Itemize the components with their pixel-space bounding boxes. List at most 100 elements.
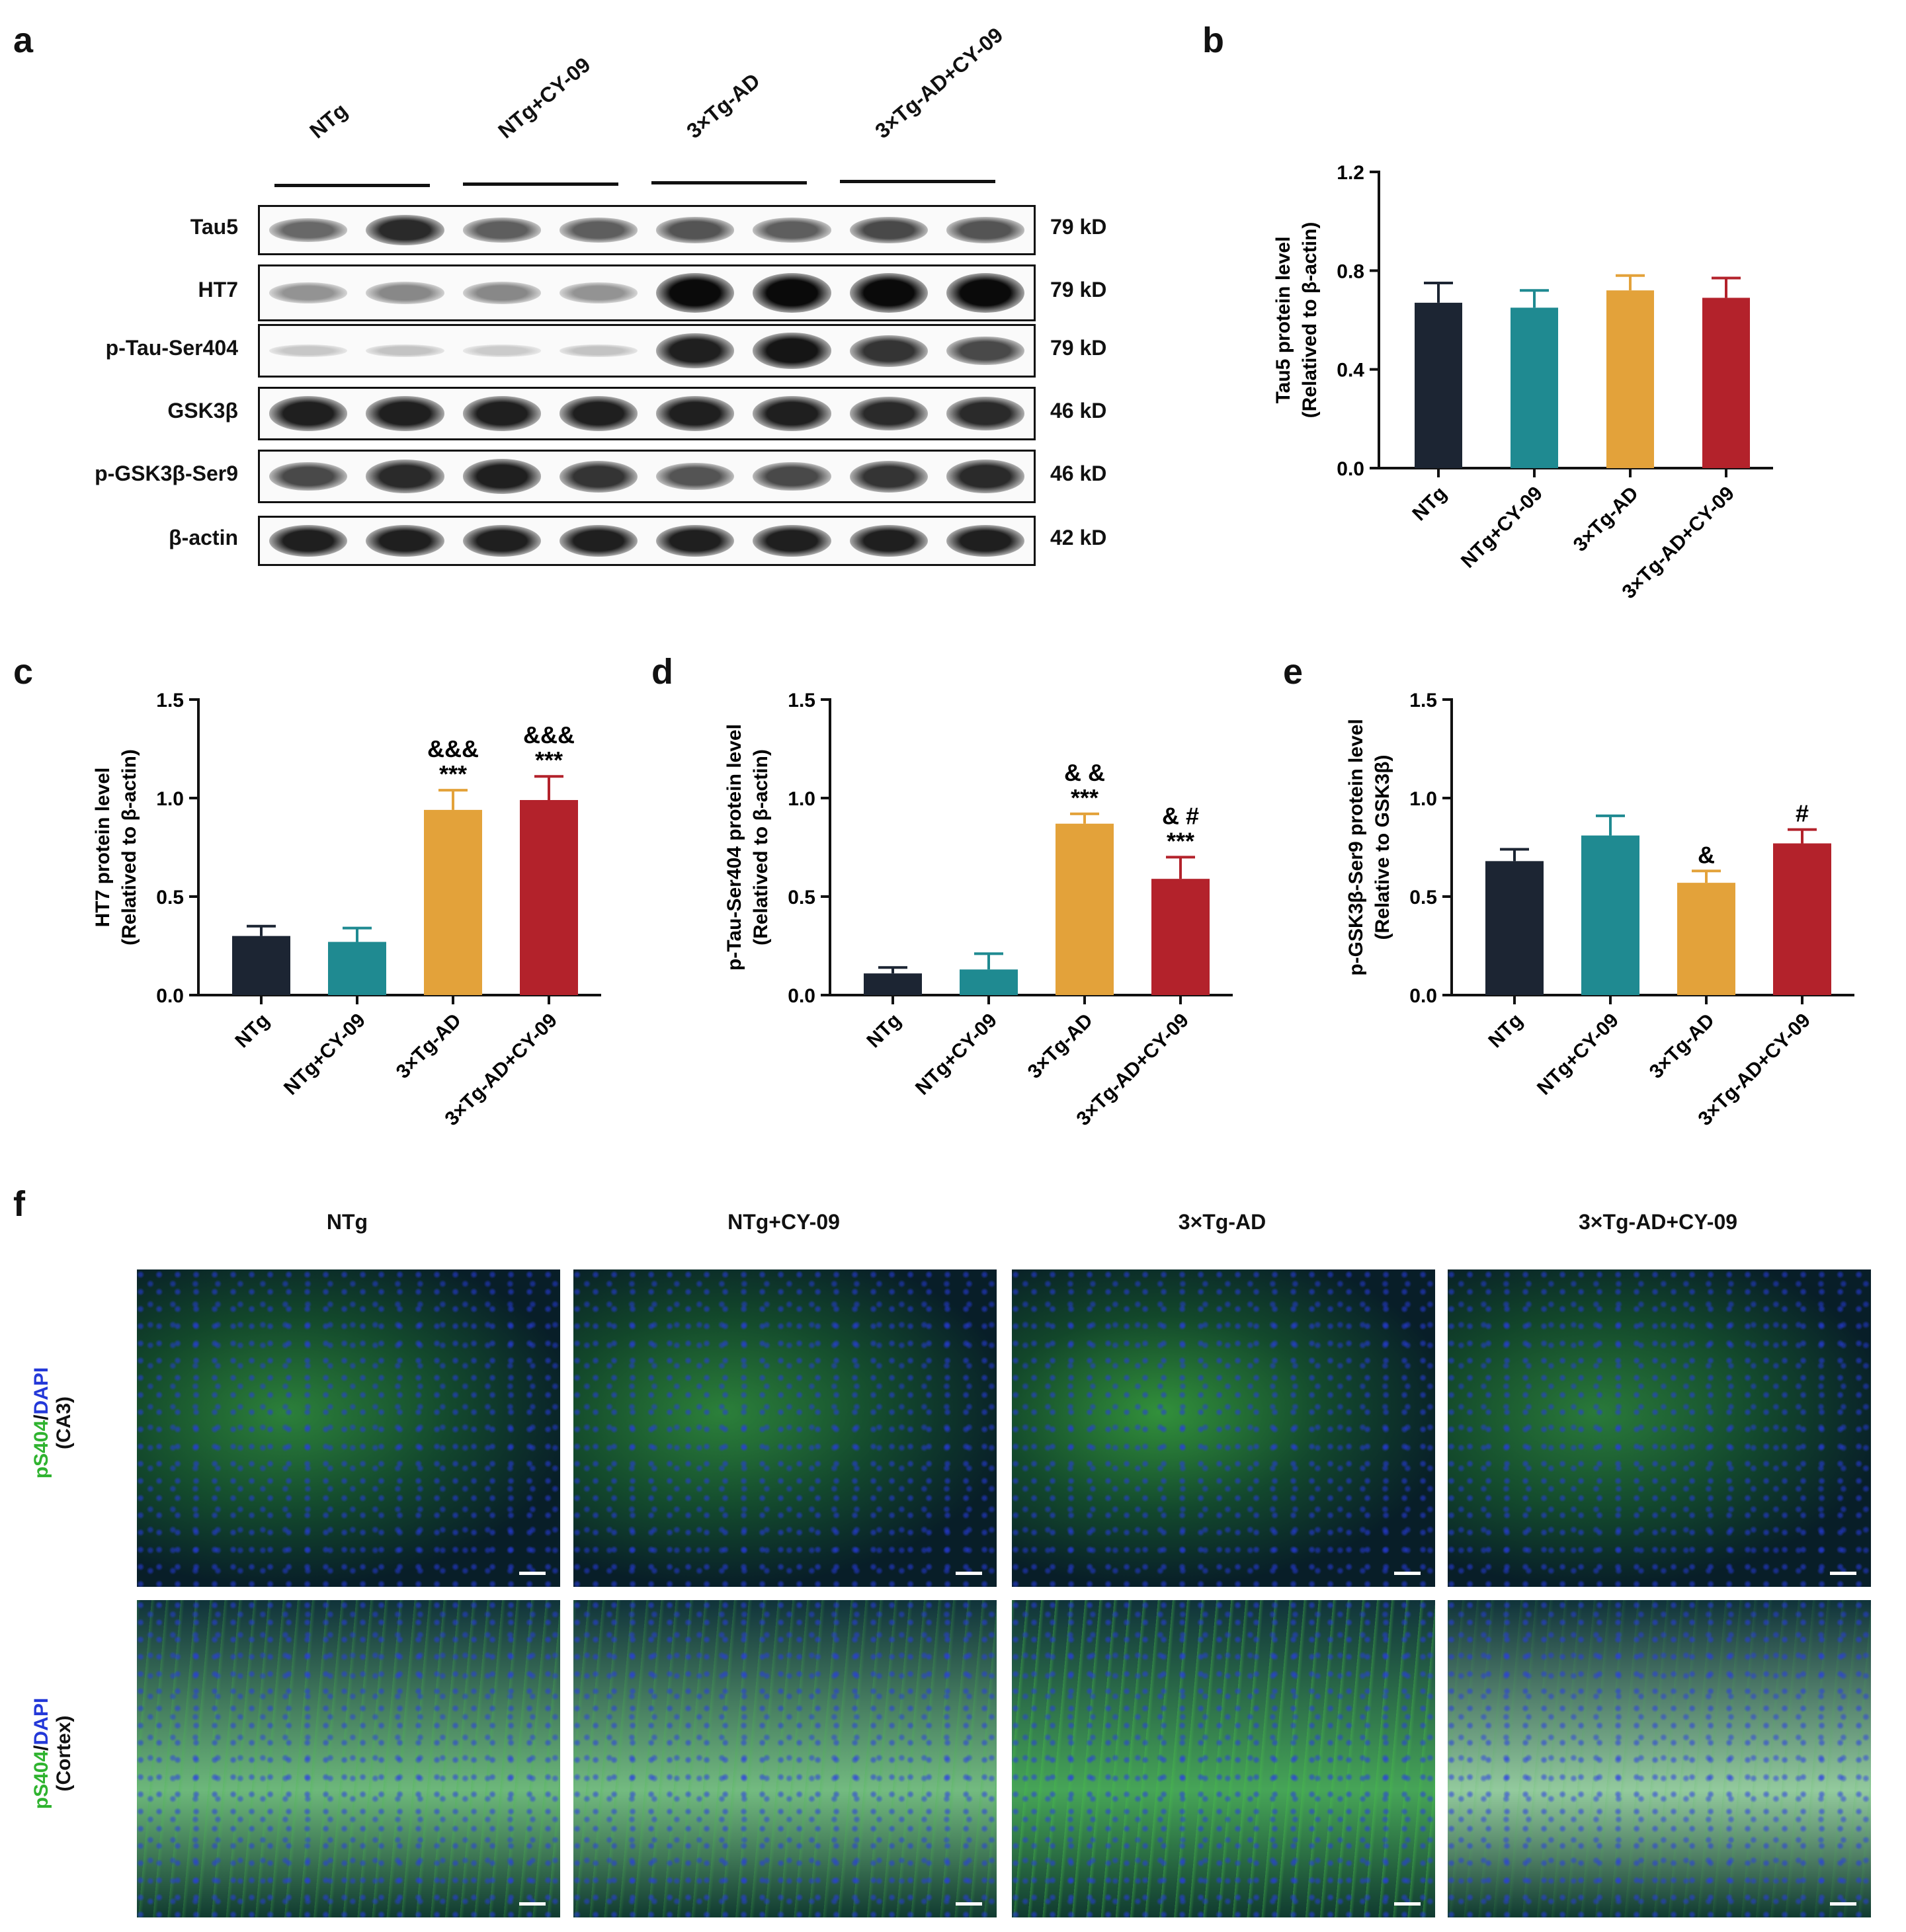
scale-bar xyxy=(1394,1572,1421,1575)
bar xyxy=(1151,879,1210,995)
blot-band xyxy=(462,218,541,243)
bar xyxy=(1702,298,1750,468)
dapi-nuclei-layer xyxy=(137,1600,560,1917)
bar xyxy=(864,973,922,995)
fluorescence-column-title: NTg+CY-09 xyxy=(727,1210,840,1234)
panel-letter-b: b xyxy=(1202,20,1224,60)
panel-letter-e: e xyxy=(1283,652,1304,692)
bar xyxy=(328,942,386,995)
blot-group-line xyxy=(840,180,995,183)
scale-bar xyxy=(1830,1572,1856,1575)
blot-band xyxy=(269,524,348,557)
blot-band xyxy=(753,462,831,491)
blot-band xyxy=(946,460,1024,493)
blot-row-name: GSK3β xyxy=(167,398,238,423)
blot-strip xyxy=(258,450,1036,503)
bar-chart-b: Tau5 protein level (Relatived to β-actin)… xyxy=(1272,162,1773,603)
fluorescence-column-title: 3×Tg-AD+CY-09 xyxy=(1578,1210,1738,1234)
bar xyxy=(1485,861,1544,995)
fluorescence-image xyxy=(1011,1599,1436,1919)
y-axis-label-unit: (Relatived to β-actin) xyxy=(750,749,772,946)
panel-letter-d: d xyxy=(651,652,673,692)
blot-band xyxy=(366,282,444,304)
significance-label: *** xyxy=(439,760,467,787)
blot-band xyxy=(366,524,444,557)
y-tick-label: 1.0 xyxy=(788,788,815,810)
x-tick-label: NTg xyxy=(1484,1010,1527,1053)
blot-band xyxy=(753,333,831,369)
blot-band xyxy=(559,460,638,493)
blot-band xyxy=(656,333,735,368)
bar xyxy=(232,936,290,995)
fluorescence-row-label: pS404/DAPI (CA3) xyxy=(30,1324,75,1522)
separator-label: / xyxy=(30,1414,52,1420)
blot-group-label: NTg+CY-09 xyxy=(493,52,595,143)
fluorescence-image xyxy=(1446,1599,1872,1919)
y-tick-label: 0.5 xyxy=(1409,887,1437,908)
dapi-nuclei-layer xyxy=(1012,1600,1435,1917)
x-tick-label: NTg xyxy=(1408,483,1451,526)
blot-band xyxy=(462,396,541,431)
significance-label: *** xyxy=(1071,784,1098,811)
blot-row-name: Tau5 xyxy=(190,215,238,239)
y-tick-label: 1.0 xyxy=(156,788,184,810)
blot-band xyxy=(946,524,1024,557)
blot-band xyxy=(656,396,735,431)
fluorescence-image xyxy=(572,1268,998,1588)
y-tick-label: 0.0 xyxy=(156,985,184,1007)
panel-letter-f: f xyxy=(13,1184,25,1224)
marker-label: pS404 xyxy=(30,1750,52,1810)
bar xyxy=(960,969,1018,995)
fluorescence-image xyxy=(136,1599,561,1919)
fluorescence-image xyxy=(1446,1268,1872,1588)
y-axis-label-unit: (Relatived to β-actin) xyxy=(1299,222,1321,419)
y-tick-label: 1.5 xyxy=(788,690,815,711)
blot-band xyxy=(269,396,348,431)
bar-chart-e: p-GSK3β-Ser9 protein level (Relative to G… xyxy=(1345,690,1854,1130)
y-tick-label: 0.0 xyxy=(788,985,815,1007)
chart-b-plot: Tau5 protein level (Relatived to β-actin)… xyxy=(1272,162,1773,603)
dapi-nuclei-layer xyxy=(573,1600,997,1917)
blot-band xyxy=(753,218,831,243)
significance-label: # xyxy=(1796,800,1809,827)
dapi-nuclei-layer xyxy=(1448,1600,1871,1917)
y-tick-label: 0.5 xyxy=(156,887,184,908)
blot-band xyxy=(366,460,444,493)
fluorescence-column-title: 3×Tg-AD xyxy=(1178,1210,1266,1234)
y-tick-label: 0.4 xyxy=(1337,360,1364,382)
bar xyxy=(424,809,482,995)
blot-band xyxy=(462,344,541,357)
blot-band xyxy=(269,344,348,358)
blot-band xyxy=(946,217,1024,243)
fluorescence-image xyxy=(1011,1268,1436,1588)
blot-row-size: 79 kD xyxy=(1050,215,1107,239)
x-tick-label: 3×Tg-AD xyxy=(1569,483,1643,556)
significance-label: & xyxy=(1698,841,1715,868)
y-tick-label: 1.2 xyxy=(1337,162,1364,184)
fluorescence-image xyxy=(136,1268,561,1588)
blot-strip xyxy=(258,516,1036,566)
y-axis-label: HT7 protein level xyxy=(92,768,114,928)
region-label: (Cortex) xyxy=(53,1715,75,1792)
blot-band xyxy=(849,524,928,557)
blot-band xyxy=(269,282,348,303)
fluorescence-column-title: NTg xyxy=(326,1210,368,1234)
blot-band xyxy=(559,524,638,557)
blot-band xyxy=(559,344,638,358)
x-tick-label: NTg+CY-09 xyxy=(911,1010,1001,1100)
x-tick-label: NTg xyxy=(862,1010,905,1053)
blot-row-size: 79 kD xyxy=(1050,335,1107,360)
region-label: (CA3) xyxy=(53,1396,75,1449)
blot-band xyxy=(656,524,735,557)
dapi-nuclei-layer xyxy=(1448,1269,1871,1587)
blot-band xyxy=(559,218,638,243)
blot-row-name: p-Tau-Ser404 xyxy=(105,335,238,360)
x-tick-label: NTg xyxy=(231,1010,274,1053)
significance-label: & # xyxy=(1162,802,1199,829)
y-tick-label: 1.0 xyxy=(1409,788,1437,810)
y-axis-label-unit: (Relative to GSK3β) xyxy=(1372,754,1393,940)
significance-label: & & xyxy=(1064,759,1105,786)
y-axis-label: p-Tau-Ser404 protein level xyxy=(724,724,745,971)
x-tick-label: 3×Tg-AD xyxy=(1024,1010,1097,1083)
blot-band xyxy=(656,462,735,491)
